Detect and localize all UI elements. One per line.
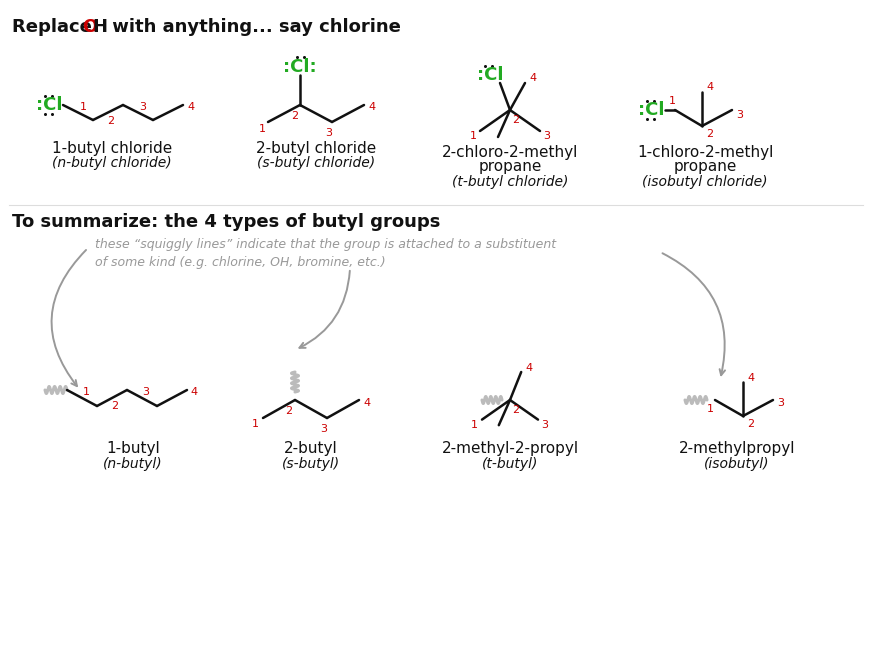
Text: 2: 2	[513, 115, 520, 125]
Text: 1-butyl: 1-butyl	[106, 441, 160, 456]
Text: 3: 3	[140, 102, 146, 111]
Text: (s-butyl chloride): (s-butyl chloride)	[257, 156, 375, 170]
Text: 3: 3	[325, 128, 332, 138]
Text: 3: 3	[737, 110, 744, 120]
Text: 1: 1	[469, 131, 476, 141]
Text: 4: 4	[364, 398, 371, 408]
Text: (n-butyl): (n-butyl)	[103, 457, 163, 471]
Text: 2-butyl: 2-butyl	[284, 441, 337, 456]
Text: 3: 3	[543, 131, 550, 141]
Text: 2: 2	[706, 129, 713, 139]
Text: 2: 2	[747, 419, 754, 429]
Text: 3: 3	[142, 387, 149, 397]
Text: 1-butyl chloride: 1-butyl chloride	[51, 141, 172, 156]
Text: 2: 2	[513, 405, 520, 415]
Text: 4: 4	[747, 373, 754, 383]
Text: 1: 1	[83, 387, 90, 397]
Text: these “squiggly lines” indicate that the group is attached to a substituent
of s: these “squiggly lines” indicate that the…	[95, 238, 556, 269]
Text: 2: 2	[107, 115, 114, 126]
Text: 2-butyl chloride: 2-butyl chloride	[255, 141, 376, 156]
Text: (s-butyl): (s-butyl)	[282, 457, 340, 471]
Text: 2-methyl-2-propyl: 2-methyl-2-propyl	[441, 441, 578, 456]
Text: 2-methylpropyl: 2-methylpropyl	[678, 441, 795, 456]
Text: :Cl: :Cl	[637, 101, 664, 119]
Text: O: O	[82, 18, 98, 36]
Text: 1: 1	[669, 96, 676, 106]
Text: (isobutyl chloride): (isobutyl chloride)	[643, 175, 767, 189]
Text: :Cl:: :Cl:	[283, 58, 317, 76]
Text: 1: 1	[706, 404, 713, 414]
Text: 3: 3	[542, 420, 548, 430]
Text: (t-butyl chloride): (t-butyl chloride)	[452, 175, 569, 189]
Text: 4: 4	[187, 102, 194, 112]
Text: 1: 1	[471, 420, 478, 430]
Text: 2-chloro-2-methyl: 2-chloro-2-methyl	[442, 145, 578, 159]
Text: 2: 2	[112, 401, 119, 411]
Text: (t-butyl): (t-butyl)	[482, 457, 538, 471]
Text: H: H	[92, 18, 107, 36]
Text: 1: 1	[79, 102, 86, 111]
Text: :Cl: :Cl	[36, 96, 62, 114]
Text: 2: 2	[285, 406, 293, 416]
Text: 4: 4	[529, 73, 536, 83]
Text: 4: 4	[369, 102, 376, 112]
Text: 2: 2	[291, 111, 298, 121]
Text: 4: 4	[190, 387, 198, 397]
Text: 3: 3	[778, 398, 785, 408]
Text: 3: 3	[321, 424, 328, 434]
Text: propane: propane	[673, 159, 737, 174]
Text: (isobutyl): (isobutyl)	[705, 457, 770, 471]
Text: :Cl: :Cl	[476, 66, 503, 84]
Text: propane: propane	[479, 159, 542, 174]
Text: To summarize: the 4 types of butyl groups: To summarize: the 4 types of butyl group…	[12, 213, 440, 231]
Text: with anything... say chlorine: with anything... say chlorine	[106, 18, 401, 36]
Text: (n-butyl chloride): (n-butyl chloride)	[52, 156, 172, 170]
Text: Replace: Replace	[12, 18, 99, 36]
Text: 1: 1	[258, 124, 265, 134]
Text: 1-chloro-2-methyl: 1-chloro-2-methyl	[637, 145, 773, 159]
Text: 4: 4	[706, 82, 713, 92]
Text: 4: 4	[526, 363, 533, 373]
Text: 1: 1	[251, 419, 258, 429]
